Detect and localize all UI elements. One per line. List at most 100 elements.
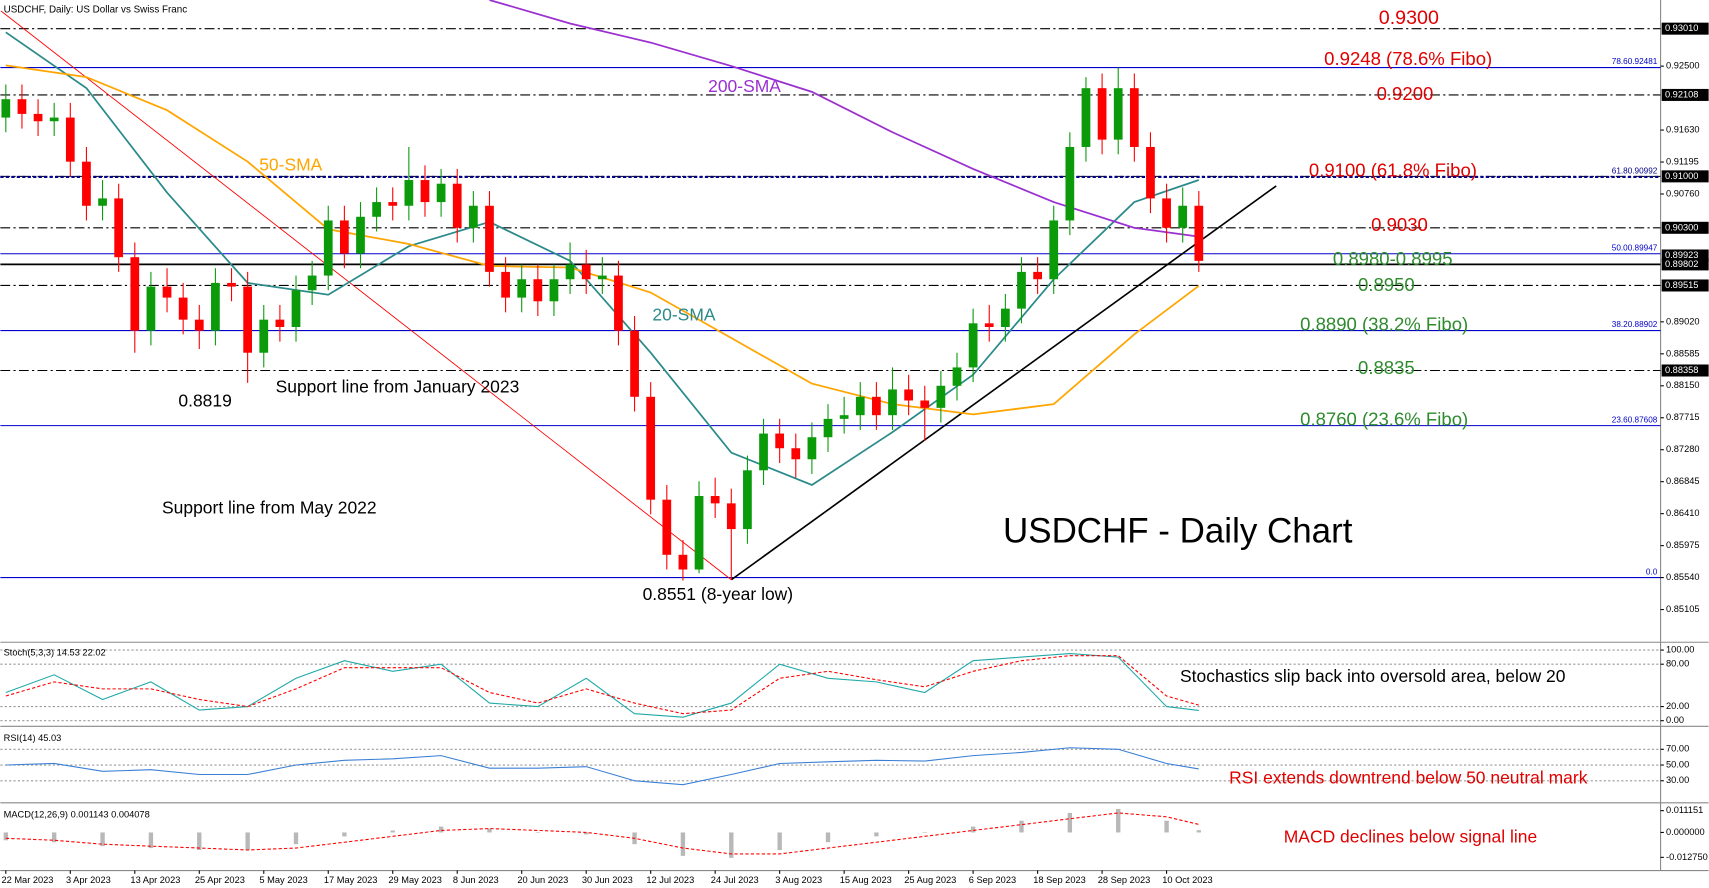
y-tick-label: 0.86845 (1666, 476, 1700, 486)
macd-bar (1067, 812, 1073, 833)
candle-body (872, 396, 881, 416)
candle-body (662, 499, 672, 555)
candle-body (920, 400, 930, 408)
x-tick-label: 10 Oct 2023 (1162, 875, 1212, 885)
y-tick-label: 70.00 (1666, 744, 1689, 754)
trend-line (0, 10, 732, 581)
x-tick-label: 24 Jul 2023 (711, 875, 759, 885)
candle-body (614, 275, 623, 331)
candle-body (694, 496, 704, 570)
level-box-label: 0.89515 (1665, 280, 1699, 290)
candle-body (420, 180, 430, 203)
candle-body (581, 264, 591, 280)
candle-body (211, 282, 220, 331)
candle-body (984, 323, 994, 328)
fibo-label: 38.20.88902 (1612, 320, 1658, 329)
candle-body (194, 319, 204, 331)
annotation: 0.8890 (38.2% Fibo) (1300, 313, 1468, 334)
macd-bar (777, 832, 782, 851)
y-tick-label: 0.90760 (1666, 188, 1700, 198)
y-tick-label: 20.00 (1666, 701, 1689, 711)
y-tick-label: 0.85540 (1666, 572, 1700, 582)
panel-annotation: MACD declines below signal line (1284, 826, 1537, 846)
candle-body (823, 418, 833, 438)
x-tick-label: 5 May 2023 (259, 875, 307, 885)
candle-body (743, 470, 752, 530)
macd-bar (342, 832, 347, 837)
annotation: 50-SMA (259, 155, 322, 175)
y-tick-label: 0.00 (1666, 715, 1684, 725)
level-box-label: 0.89802 (1665, 259, 1699, 269)
macd-bar (3, 832, 9, 841)
indicator-line (5, 653, 1199, 718)
macd-bar (1196, 830, 1202, 833)
candle-body (904, 389, 914, 401)
level-box (1661, 88, 1709, 101)
macd-bar (148, 832, 154, 849)
y-tick-label: 0.87280 (1666, 444, 1700, 454)
candle-body (839, 415, 849, 419)
y-tick-label: 30.00 (1666, 775, 1689, 785)
macd-bar (535, 832, 541, 833)
macd-bar (438, 826, 444, 833)
y-tick-label: 0.000000 (1666, 827, 1705, 837)
candle-body (1017, 271, 1026, 309)
candle-body (952, 367, 962, 386)
candle-body (49, 117, 59, 122)
macd-bar (922, 832, 927, 833)
macd-bar (1164, 820, 1169, 833)
candle-body (1194, 205, 1204, 261)
indicator-line (5, 747, 1199, 786)
annotation: 0.8950 (1358, 274, 1415, 295)
candle-body (1129, 88, 1139, 147)
annotation: 0.9300 (1379, 7, 1439, 29)
macd-bar (293, 832, 299, 845)
candle-body (565, 264, 575, 280)
y-tick-label: 80.00 (1666, 659, 1689, 669)
candle-body (372, 202, 381, 217)
annotation: 0.8980-0.8995 (1333, 248, 1453, 269)
candle-body (307, 275, 317, 291)
candle-body (1113, 88, 1123, 140)
annotation: USDCHF - Daily Chart (1003, 511, 1353, 550)
annotation: 200-SMA (708, 76, 781, 96)
x-tick-label: 8 Jun 2023 (453, 875, 499, 885)
candle-body (855, 396, 865, 416)
candle-body (775, 433, 785, 449)
x-tick-label: 30 Jun 2023 (582, 875, 633, 885)
sma-line (5, 64, 1200, 416)
candle-body (1162, 198, 1171, 228)
panel-title: Stoch(5,3,3) 14.53 22.02 (4, 648, 106, 658)
candle-body (452, 183, 462, 228)
candle-body (1065, 146, 1075, 221)
panel-title: MACD(12,26,9) 0.001143 0.004078 (4, 809, 150, 819)
candle-body (517, 279, 527, 298)
y-tick-label: 0.011151 (1666, 805, 1703, 815)
annotation: 0.8760 (23.6% Fibo) (1300, 408, 1468, 429)
candle-body (227, 282, 236, 287)
candle-body (436, 183, 446, 203)
x-tick-label: 13 Apr 2023 (130, 875, 180, 885)
annotation: 0.9248 (78.6% Fibo) (1324, 48, 1492, 69)
y-tick-label: 0.89020 (1666, 316, 1700, 326)
y-tick-label: 0.92500 (1666, 61, 1700, 71)
candle-body (678, 554, 688, 570)
candle-body (388, 202, 398, 206)
macd-bar (245, 832, 250, 851)
candle-body (356, 216, 365, 254)
candle-body (114, 198, 124, 258)
candle-body (17, 99, 27, 114)
candle-body (243, 286, 253, 353)
signal-line (5, 812, 1199, 855)
annotation: Support line from May 2022 (162, 498, 377, 518)
fibo-label: 78.60.92481 (1612, 57, 1658, 66)
candle-body (404, 180, 414, 206)
fibo-label: 61.80.90992 (1612, 167, 1658, 176)
y-tick-label: 0.85105 (1666, 604, 1700, 614)
candle-body (710, 496, 720, 504)
x-tick-label: 28 Sep 2023 (1098, 875, 1151, 885)
candle-body (646, 396, 656, 500)
candle-body (340, 220, 349, 254)
